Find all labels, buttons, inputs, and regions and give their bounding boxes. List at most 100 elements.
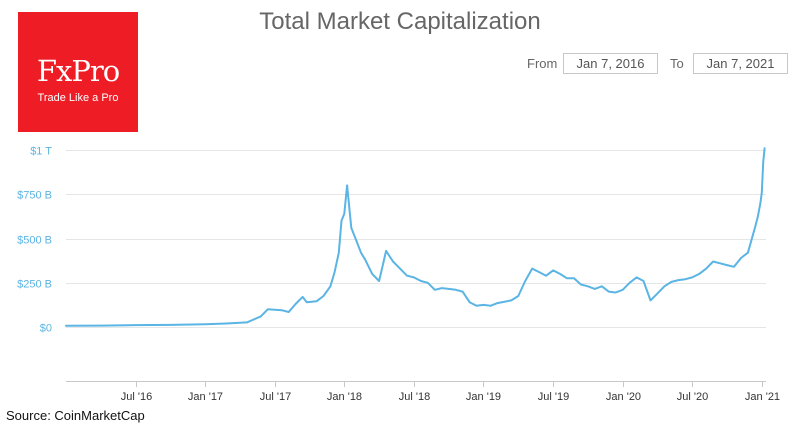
data-point [462, 291, 464, 293]
data-point [427, 282, 429, 284]
data-point [260, 315, 262, 317]
x-tick-label: Jan '19 [466, 391, 501, 403]
data-point [573, 277, 575, 279]
y-tick-label: $0 [40, 323, 52, 335]
data-point [649, 299, 652, 301]
data-point [100, 325, 102, 327]
data-point [135, 324, 137, 326]
data-point [601, 285, 603, 287]
data-point [371, 273, 373, 275]
data-point [295, 303, 297, 305]
data-point [406, 275, 408, 277]
from-label: From [527, 56, 558, 71]
data-point [329, 285, 331, 287]
data-point [757, 216, 759, 218]
data-point [288, 311, 290, 313]
data-point [559, 273, 561, 275]
series-line-0 [65, 147, 766, 327]
data-point [225, 322, 227, 325]
data-point [302, 296, 304, 298]
from-date-input[interactable] [563, 53, 658, 74]
data-point [761, 191, 763, 194]
data-point [399, 268, 401, 270]
data-point [340, 220, 343, 222]
fxpro-logo: FxPro Trade Like a Pro [18, 12, 138, 132]
data-point [343, 213, 345, 215]
y-tick-label: $1 T [30, 146, 52, 158]
data-point [338, 252, 340, 254]
data-point [413, 276, 415, 278]
x-tick-label: Jul '20 [677, 391, 708, 403]
x-tick-label: Jan '18 [327, 391, 362, 403]
data-point [350, 227, 352, 229]
x-tick-label: Jul '17 [260, 391, 291, 403]
data-point [246, 321, 248, 323]
data-point [759, 202, 762, 204]
data-point [754, 227, 756, 229]
logo-tagline: Trade Like a Pro [37, 92, 119, 104]
data-point [684, 278, 686, 280]
data-point [322, 295, 325, 297]
data-point [740, 257, 742, 259]
data-point [169, 324, 171, 326]
to-date-input[interactable] [693, 53, 788, 74]
x-tick-label: Jan '20 [606, 391, 641, 403]
data-point [670, 281, 673, 283]
source-note: Source: CoinMarketCap [6, 408, 145, 423]
data-point [455, 289, 457, 291]
data-point [663, 285, 666, 287]
data-point [594, 288, 596, 290]
to-label: To [670, 56, 684, 71]
data-point [705, 268, 707, 270]
data-point [469, 301, 471, 303]
data-point [712, 260, 714, 263]
y-tick-label: $750 B [17, 190, 52, 202]
data-point [281, 309, 283, 311]
data-point [762, 161, 764, 163]
data-point [580, 283, 582, 286]
data-point [733, 266, 735, 268]
data-point [354, 237, 357, 240]
data-point [545, 275, 547, 277]
x-axis: Jul '16 Jan '17 Jul '17 Jan '18 Jul '18 Jan '… [66, 381, 780, 403]
data-point [482, 304, 485, 306]
data-point [448, 288, 450, 290]
data-point [510, 299, 512, 301]
data-point [629, 282, 631, 284]
data-point [691, 276, 693, 278]
data-point [364, 259, 366, 261]
data-point [378, 280, 380, 282]
grid-lines [66, 150, 766, 328]
data-point [552, 269, 554, 271]
data-point [346, 184, 348, 186]
y-axis: $0 $250 B $500 B $750 B $1 T [17, 146, 52, 335]
data-point [608, 291, 610, 293]
data-point [315, 300, 318, 302]
data-point [615, 291, 617, 294]
series-group [65, 147, 766, 327]
x-tick-label: Jul '19 [538, 391, 569, 403]
data-point [656, 292, 659, 294]
data-point [434, 289, 436, 291]
data-point [747, 252, 749, 254]
data-point [726, 264, 728, 266]
x-tick-label: Jan '21 [745, 391, 780, 403]
y-tick-label: $500 B [17, 235, 52, 247]
x-tick-label: Jul '18 [399, 391, 430, 403]
data-point [475, 305, 478, 307]
data-point [334, 271, 336, 273]
data-point [636, 276, 638, 278]
data-point [306, 301, 308, 303]
data-point [642, 280, 645, 282]
chart-title: Total Market Capitalization [259, 8, 541, 35]
data-point [360, 252, 362, 254]
data-point [496, 302, 498, 304]
data-point [489, 305, 492, 307]
data-point [538, 271, 540, 273]
data-point [566, 277, 568, 279]
data-point [267, 308, 269, 310]
data-point [65, 325, 67, 327]
data-point [719, 262, 721, 264]
data-point [441, 287, 443, 289]
